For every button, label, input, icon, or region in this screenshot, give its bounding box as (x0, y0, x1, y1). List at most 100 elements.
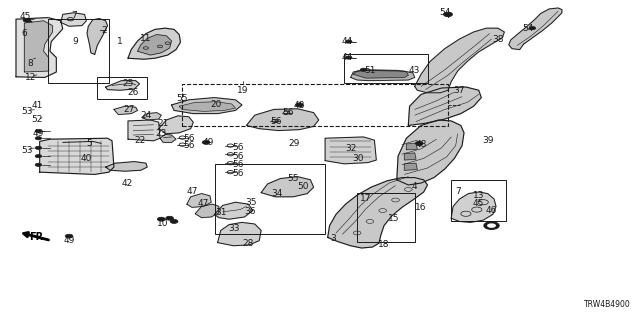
Text: 18: 18 (378, 240, 390, 249)
Text: 7: 7 (71, 12, 76, 20)
Text: 48: 48 (294, 101, 305, 110)
Text: 55: 55 (177, 94, 188, 103)
Text: 49: 49 (33, 129, 44, 138)
Polygon shape (142, 113, 161, 120)
Text: 25: 25 (122, 79, 134, 88)
Text: 56: 56 (232, 143, 244, 152)
Polygon shape (415, 28, 504, 93)
Circle shape (415, 141, 423, 145)
Polygon shape (246, 109, 319, 131)
Circle shape (157, 217, 165, 221)
Text: 56: 56 (183, 141, 195, 150)
Circle shape (170, 220, 178, 223)
Polygon shape (351, 70, 415, 81)
Polygon shape (179, 102, 236, 111)
Circle shape (35, 130, 42, 133)
Text: 7: 7 (455, 187, 460, 196)
Polygon shape (218, 222, 261, 246)
Polygon shape (61, 13, 86, 26)
Text: 43: 43 (409, 66, 420, 75)
Text: 52: 52 (31, 116, 43, 124)
Text: 9: 9 (73, 37, 78, 46)
Text: 20: 20 (211, 100, 222, 109)
Text: 22: 22 (134, 136, 145, 145)
Bar (357, 193, 415, 242)
Polygon shape (404, 163, 417, 170)
Text: 19: 19 (237, 86, 249, 95)
Text: 16: 16 (415, 203, 427, 212)
Bar (48, 19, 109, 83)
Text: 40: 40 (81, 154, 92, 163)
Text: 3: 3 (330, 234, 335, 243)
Text: 56: 56 (232, 169, 244, 178)
Text: 42: 42 (121, 179, 132, 188)
Polygon shape (261, 177, 314, 197)
Circle shape (484, 222, 499, 229)
Text: 50: 50 (297, 182, 308, 191)
Text: 55: 55 (287, 174, 299, 183)
Text: 8: 8 (28, 60, 33, 68)
Text: FR.: FR. (29, 232, 47, 243)
Text: 5: 5 (87, 139, 92, 148)
Text: 14: 14 (486, 221, 497, 230)
Circle shape (23, 18, 31, 22)
Text: 27: 27 (124, 105, 135, 114)
Text: 34: 34 (271, 189, 282, 198)
Text: 29: 29 (289, 139, 300, 148)
Text: 56: 56 (232, 160, 244, 169)
Circle shape (296, 103, 303, 107)
Polygon shape (451, 192, 496, 222)
Text: 1: 1 (118, 37, 123, 46)
Text: 15: 15 (388, 214, 399, 223)
Polygon shape (106, 81, 140, 90)
Polygon shape (328, 178, 428, 248)
Circle shape (444, 12, 452, 17)
Bar (97, 77, 147, 99)
Text: 28: 28 (243, 239, 254, 248)
Circle shape (360, 68, 367, 71)
Polygon shape (87, 19, 108, 54)
Text: 13: 13 (473, 191, 484, 200)
Text: 49: 49 (63, 236, 75, 245)
Text: 46: 46 (486, 206, 497, 215)
Text: 10: 10 (157, 219, 169, 228)
Polygon shape (172, 98, 242, 114)
Text: 2: 2 (101, 26, 106, 35)
Text: 54: 54 (522, 24, 534, 33)
Polygon shape (406, 143, 417, 150)
Polygon shape (160, 134, 176, 142)
Text: 47: 47 (198, 199, 209, 208)
Text: 49: 49 (202, 138, 214, 147)
Polygon shape (195, 204, 219, 218)
Circle shape (65, 234, 73, 238)
Text: 35: 35 (245, 198, 257, 207)
Polygon shape (159, 116, 193, 134)
Circle shape (202, 140, 210, 144)
Text: 48: 48 (415, 140, 427, 149)
Polygon shape (114, 106, 138, 115)
Polygon shape (128, 28, 180, 59)
Polygon shape (106, 162, 147, 171)
Text: 53: 53 (21, 108, 33, 116)
Text: 32: 32 (345, 144, 356, 153)
Polygon shape (353, 70, 408, 78)
Polygon shape (138, 35, 172, 55)
Text: 39: 39 (482, 136, 493, 145)
Bar (451, 180, 506, 221)
Text: 56: 56 (282, 108, 294, 117)
Text: 56: 56 (183, 134, 195, 143)
Circle shape (166, 216, 173, 220)
Text: 41: 41 (31, 101, 43, 110)
Text: 47: 47 (186, 187, 198, 196)
Text: TRW4B4900: TRW4B4900 (584, 300, 630, 309)
Text: 53: 53 (21, 146, 33, 155)
Circle shape (35, 155, 42, 158)
Text: 56: 56 (232, 152, 244, 161)
Circle shape (35, 163, 42, 166)
Bar (182, 84, 448, 126)
Text: 30: 30 (353, 154, 364, 163)
Circle shape (487, 223, 496, 228)
Bar (215, 164, 325, 234)
Text: 51: 51 (364, 66, 376, 75)
Polygon shape (214, 202, 253, 219)
